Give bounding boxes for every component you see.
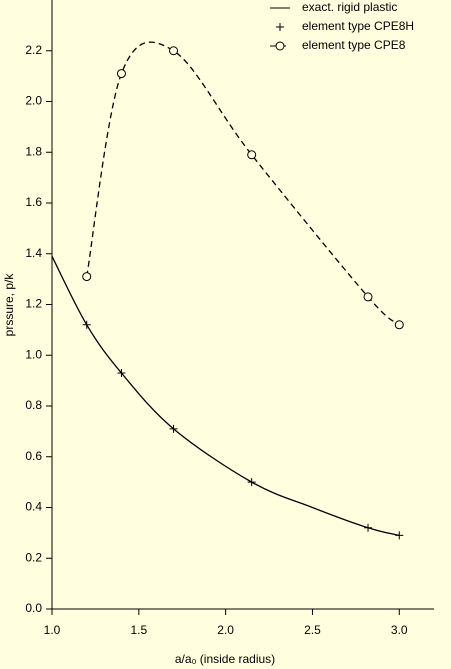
circle-marker [363,292,373,302]
circle-marker [169,46,179,56]
y-tick-label: 1.2 [25,297,42,311]
plus-marker [169,424,178,433]
y-tick-label: 1.0 [25,347,42,361]
y-tick-label: 1.4 [25,246,42,260]
y-tick-label: 0.4 [25,500,42,514]
series-line [86,41,400,326]
y-tick-label: 1.8 [25,144,42,158]
legend-label: element type CPE8 [302,38,406,52]
series-line [51,255,400,537]
x-tick-label: 1.5 [130,623,147,637]
y-tick-label: 2.0 [25,94,42,108]
circle-marker [275,41,285,51]
circle-marker [116,69,126,79]
plus-marker [117,369,126,378]
x-tick-label: 1.0 [44,623,61,637]
y-tick-label: 0.0 [25,601,42,615]
plus-marker [276,23,284,31]
legend-label: element type CPE8H [302,19,414,33]
y-axis-label: prssure, p/k [2,273,16,337]
x-tick-label: 2.5 [304,623,321,637]
plus-marker [395,531,404,540]
x-tick-label: 2.0 [217,623,234,637]
y-tick-label: 0.2 [25,550,42,564]
plus-marker [364,523,373,532]
legend-label: exact. rigid plastic [302,0,397,14]
y-tick-label: 0.8 [25,398,42,412]
circle-marker [394,320,404,330]
plus-marker [247,478,256,487]
circle-marker [82,272,92,282]
x-tick-label: 3.0 [391,623,408,637]
x-axis-label: a/a₀ (inside radius) [175,652,275,666]
y-tick-label: 2.2 [25,43,42,57]
y-tick-label: 1.6 [25,195,42,209]
plus-marker [82,320,91,329]
y-tick-label: 0.6 [25,449,42,463]
circle-marker [247,150,257,160]
